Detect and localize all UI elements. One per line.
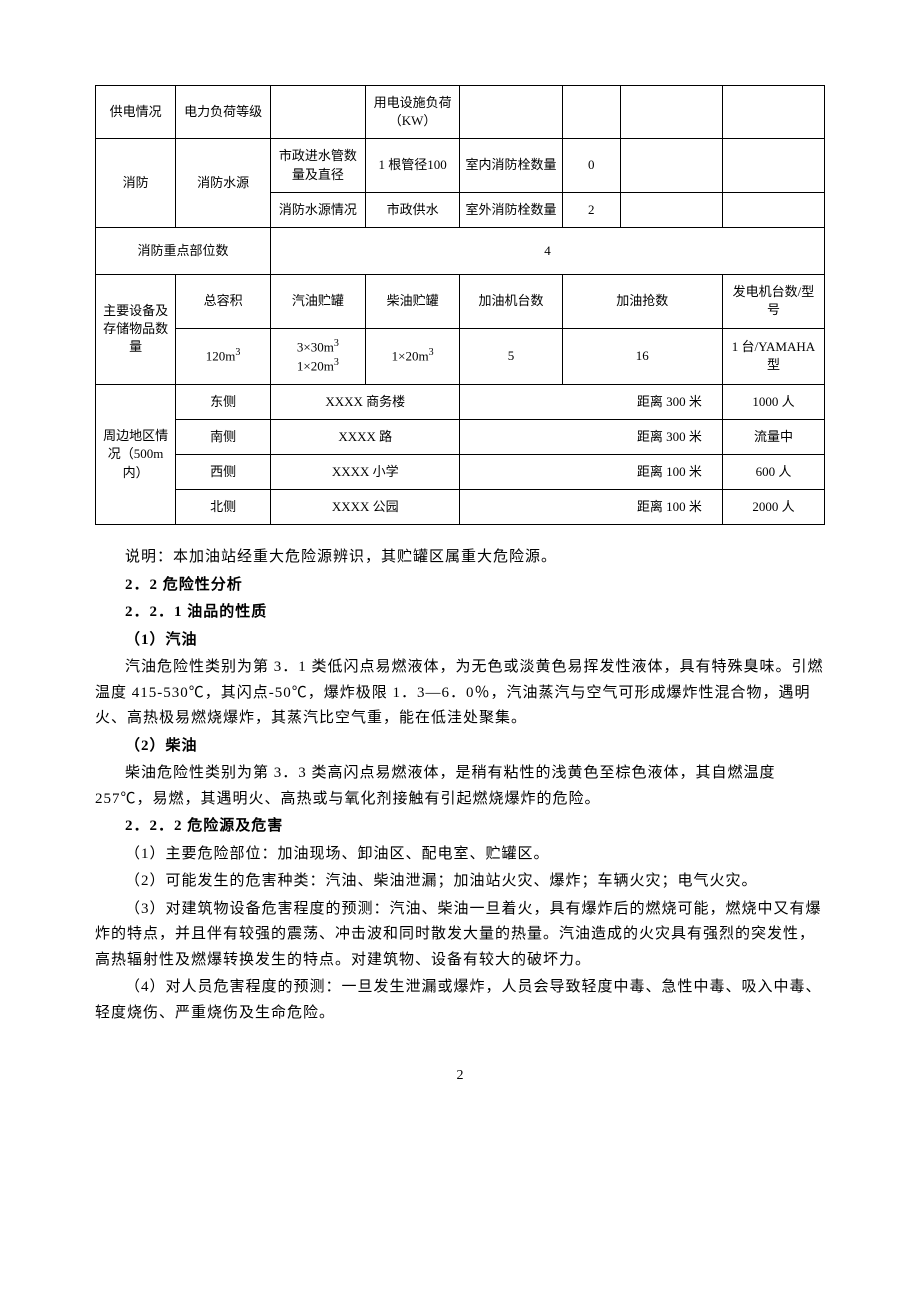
cell-diesel-tank-label: 柴油贮罐 (365, 275, 460, 328)
cell-power-load-val (460, 86, 562, 139)
cell-power-grade-label: 电力负荷等级 (176, 86, 271, 139)
cell-east-dir: 东侧 (176, 384, 271, 419)
cell-diesel-tank-val: 1×20m3 (365, 328, 460, 384)
cell-r1-c8 (722, 86, 824, 139)
page-number: 2 (95, 1066, 825, 1086)
cell-power-label: 供电情况 (96, 86, 176, 139)
cell-gasoline-tank-val: 3×30m31×20m3 (270, 328, 365, 384)
cell-generator-val: 1 台/YAMAHA 型 (722, 328, 824, 384)
cell-east-dist: 距离 300 米 (460, 384, 722, 419)
cell-power-grade-val (270, 86, 365, 139)
cell-generator-label: 发电机台数/型号 (722, 275, 824, 328)
cell-fire-water-label: 消防水源 (176, 139, 271, 228)
heading-diesel: （2）柴油 (95, 734, 825, 760)
cell-west-pop: 600 人 (722, 454, 824, 489)
para-hazard-3: （3）对建筑物设备危害程度的预测：汽油、柴油一旦着火，具有爆炸后的燃烧可能，燃烧… (95, 897, 825, 974)
cell-r2a-c7 (620, 139, 722, 192)
cell-dispenser-count-label: 加油机台数 (460, 275, 562, 328)
cell-north-dir: 北侧 (176, 490, 271, 525)
cell-capacity-val: 120m3 (176, 328, 271, 384)
cell-north-pop: 2000 人 (722, 490, 824, 525)
cell-nozzle-count-val: 16 (562, 328, 722, 384)
note-text: 说明：本加油站经重大危险源辨识，其贮罐区属重大危险源。 (95, 545, 825, 571)
cell-pipe-val: 1 根管径100 (365, 139, 460, 192)
cell-pipe-label: 市政进水管数量及直径 (270, 139, 365, 192)
cell-key-positions-label: 消防重点部位数 (96, 227, 271, 274)
para-gasoline: 汽油危险性类别为第 3．1 类低闪点易燃液体，为无色或淡黄色易挥发性液体，具有特… (95, 655, 825, 732)
cell-dispenser-count-val: 5 (460, 328, 562, 384)
cell-outdoor-hydrant-val: 2 (562, 192, 620, 227)
cell-south-name: XXXX 路 (270, 419, 460, 454)
cell-east-name: XXXX 商务楼 (270, 384, 460, 419)
cell-west-dist: 距离 100 米 (460, 454, 722, 489)
cell-west-dir: 西侧 (176, 454, 271, 489)
cell-r2b-c8 (722, 192, 824, 227)
heading-2-2-2: 2．2．2 危险源及危害 (95, 814, 825, 840)
para-hazard-2: （2）可能发生的危害种类：汽油、柴油泄漏；加油站火灾、爆炸；车辆火灾；电气火灾。 (95, 869, 825, 895)
heading-2-2: 2．2 危险性分析 (95, 573, 825, 599)
cell-north-dist: 距离 100 米 (460, 490, 722, 525)
data-table: 供电情况 电力负荷等级 用电设施负荷（KW） 消防 消防水源 市政进水管数量及直… (95, 85, 825, 525)
cell-water-source-label: 消防水源情况 (270, 192, 365, 227)
cell-nozzle-count-label: 加油抢数 (562, 275, 722, 328)
cell-surrounding-label: 周边地区情况（500m 内） (96, 384, 176, 525)
heading-gasoline: （1）汽油 (95, 628, 825, 654)
cell-fire-label: 消防 (96, 139, 176, 228)
cell-r1-c6 (562, 86, 620, 139)
cell-gasoline-tank-label: 汽油贮罐 (270, 275, 365, 328)
cell-outdoor-hydrant-label: 室外消防栓数量 (460, 192, 562, 227)
para-hazard-1: （1）主要危险部位：加油现场、卸油区、配电室、贮罐区。 (95, 842, 825, 868)
cell-west-name: XXXX 小学 (270, 454, 460, 489)
cell-r1-c7 (620, 86, 722, 139)
cell-north-name: XXXX 公园 (270, 490, 460, 525)
cell-power-load-label: 用电设施负荷（KW） (365, 86, 460, 139)
cell-south-dist: 距离 300 米 (460, 419, 722, 454)
cell-capacity-label: 总容积 (176, 275, 271, 328)
para-diesel: 柴油危险性类别为第 3．3 类高闪点易燃液体，是稍有粘性的浅黄色至棕色液体，其自… (95, 761, 825, 812)
para-hazard-4: （4）对人员危害程度的预测：一旦发生泄漏或爆炸，人员会导致轻度中毒、急性中毒、吸… (95, 975, 825, 1026)
body-text: 说明：本加油站经重大危险源辨识，其贮罐区属重大危险源。 2．2 危险性分析 2．… (95, 545, 825, 1026)
cell-south-dir: 南侧 (176, 419, 271, 454)
cell-south-pop: 流量中 (722, 419, 824, 454)
cell-indoor-hydrant-label: 室内消防栓数量 (460, 139, 562, 192)
cell-key-positions-val: 4 (270, 227, 824, 274)
cell-r2b-c7 (620, 192, 722, 227)
cell-water-source-val: 市政供水 (365, 192, 460, 227)
cell-r2a-c8 (722, 139, 824, 192)
heading-2-2-1: 2．2．1 油品的性质 (95, 600, 825, 626)
cell-equipment-label: 主要设备及存储物品数量 (96, 275, 176, 384)
cell-east-pop: 1000 人 (722, 384, 824, 419)
cell-indoor-hydrant-val: 0 (562, 139, 620, 192)
